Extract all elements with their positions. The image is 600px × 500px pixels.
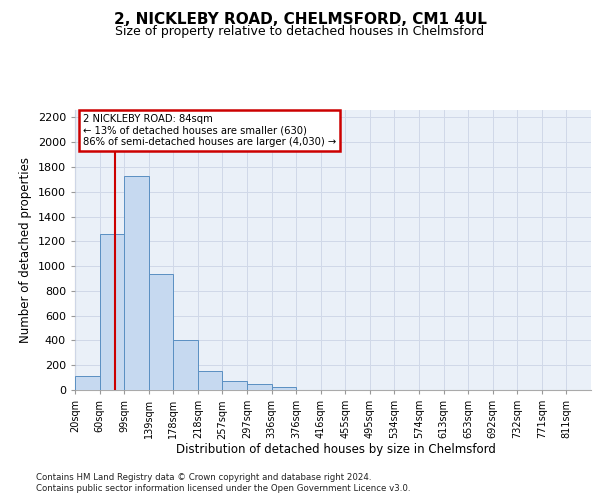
Text: 2 NICKLEBY ROAD: 84sqm
← 13% of detached houses are smaller (630)
86% of semi-de: 2 NICKLEBY ROAD: 84sqm ← 13% of detached… — [83, 114, 336, 148]
Y-axis label: Number of detached properties: Number of detached properties — [19, 157, 32, 343]
Bar — [75, 376, 100, 390]
Bar — [223, 380, 247, 390]
Text: Size of property relative to detached houses in Chelmsford: Size of property relative to detached ho… — [115, 25, 485, 38]
Text: Distribution of detached houses by size in Chelmsford: Distribution of detached houses by size … — [176, 442, 496, 456]
Bar — [100, 234, 124, 390]
Bar — [149, 274, 173, 390]
Bar — [124, 176, 149, 390]
Bar — [173, 340, 198, 390]
Text: 2, NICKLEBY ROAD, CHELMSFORD, CM1 4UL: 2, NICKLEBY ROAD, CHELMSFORD, CM1 4UL — [113, 12, 487, 28]
Text: Contains public sector information licensed under the Open Government Licence v3: Contains public sector information licen… — [36, 484, 410, 493]
Bar — [198, 372, 223, 390]
Text: Contains HM Land Registry data © Crown copyright and database right 2024.: Contains HM Land Registry data © Crown c… — [36, 472, 371, 482]
Bar — [272, 387, 296, 390]
Bar — [247, 384, 272, 390]
